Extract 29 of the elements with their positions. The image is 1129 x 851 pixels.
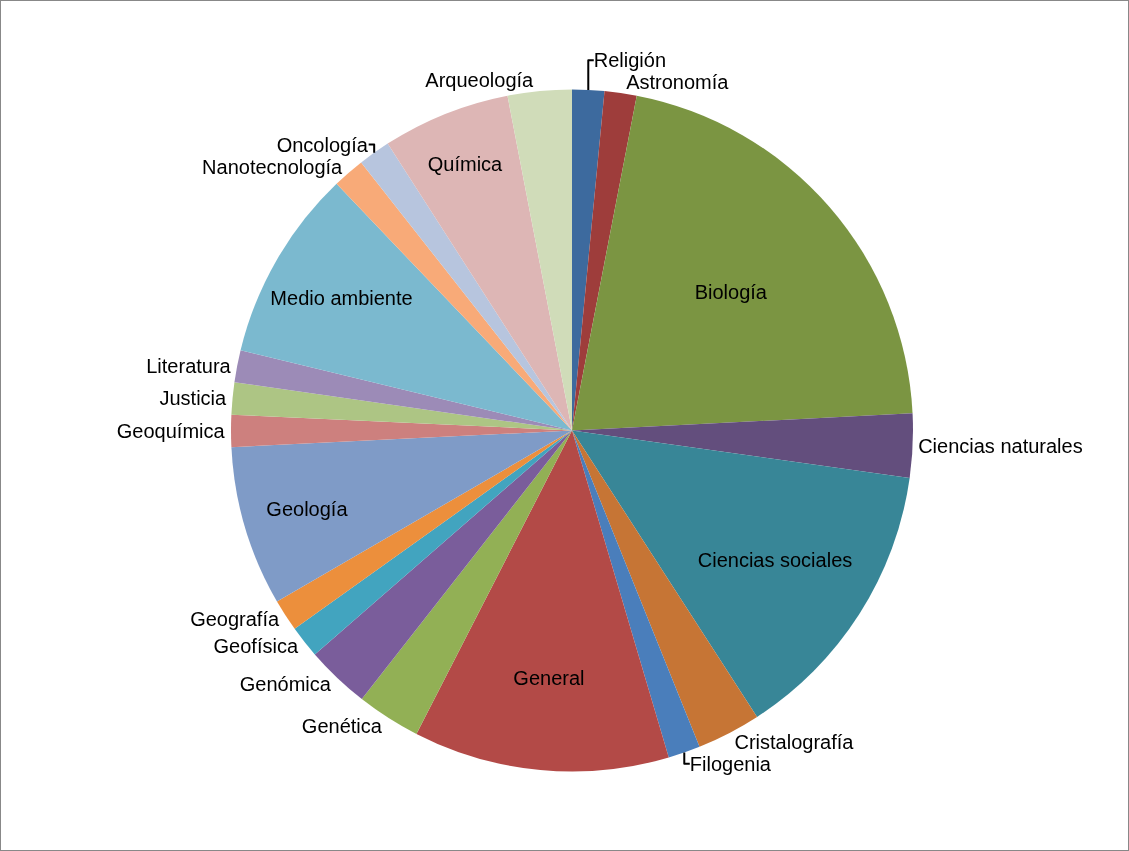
slice-label: Arqueología xyxy=(425,69,535,92)
pie-slice xyxy=(572,95,913,431)
slice-label: Nanotecnología xyxy=(202,155,344,178)
pie-slice xyxy=(416,430,669,772)
pie-slice xyxy=(507,89,572,431)
pie-slice xyxy=(240,183,572,431)
slice-label: Medio ambiente xyxy=(270,286,413,309)
slice-label: Genómica xyxy=(239,672,332,695)
slice-label: Geología xyxy=(266,497,349,520)
slice-label: Filogenia xyxy=(689,752,772,775)
slice-label: Geofísica xyxy=(213,635,299,658)
slice-label: Genética xyxy=(301,714,383,737)
slice-label: General xyxy=(513,667,585,690)
slice-label: Ciencias sociales xyxy=(697,549,853,572)
pie-slice xyxy=(231,430,572,602)
slice-label: Justicia xyxy=(159,387,228,410)
slice-label: Astronomía xyxy=(626,71,730,94)
slice-label: Literatura xyxy=(146,354,232,377)
pie-slice xyxy=(572,91,637,431)
pie-slice xyxy=(231,414,572,448)
slice-label: Religión xyxy=(593,49,667,72)
slice-label: Ciencias naturales xyxy=(918,434,1083,457)
slice-label: Cristalografía xyxy=(734,730,855,753)
slice-label: Geoquímica xyxy=(116,419,226,442)
slice-label: Química xyxy=(427,153,504,176)
slice-label: Biología xyxy=(694,281,768,304)
pie-slice xyxy=(572,413,913,479)
slice-label: Oncología xyxy=(276,133,369,156)
slice-label: Geografía xyxy=(190,607,280,630)
